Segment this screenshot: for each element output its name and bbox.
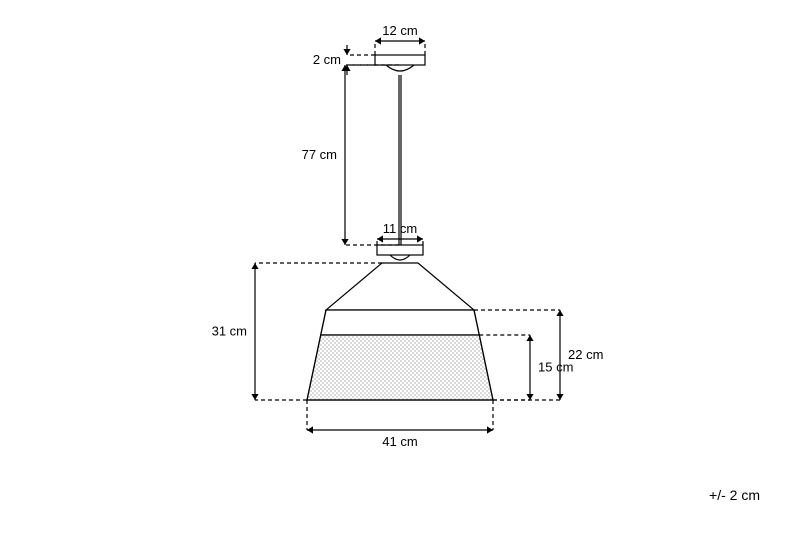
lampshade-mesh (307, 335, 493, 400)
ceiling-canopy (375, 55, 425, 65)
dim-label: 12 cm (382, 23, 417, 38)
dim-label: 41 cm (382, 434, 417, 449)
dim-label: 77 cm (302, 147, 337, 162)
dim-label: 2 cm (313, 52, 341, 67)
dim-label: 15 cm (538, 360, 573, 375)
dim-label: 31 cm (212, 324, 247, 339)
tolerance-note: +/- 2 cm (709, 487, 760, 503)
dim-label: 11 cm (383, 221, 417, 236)
